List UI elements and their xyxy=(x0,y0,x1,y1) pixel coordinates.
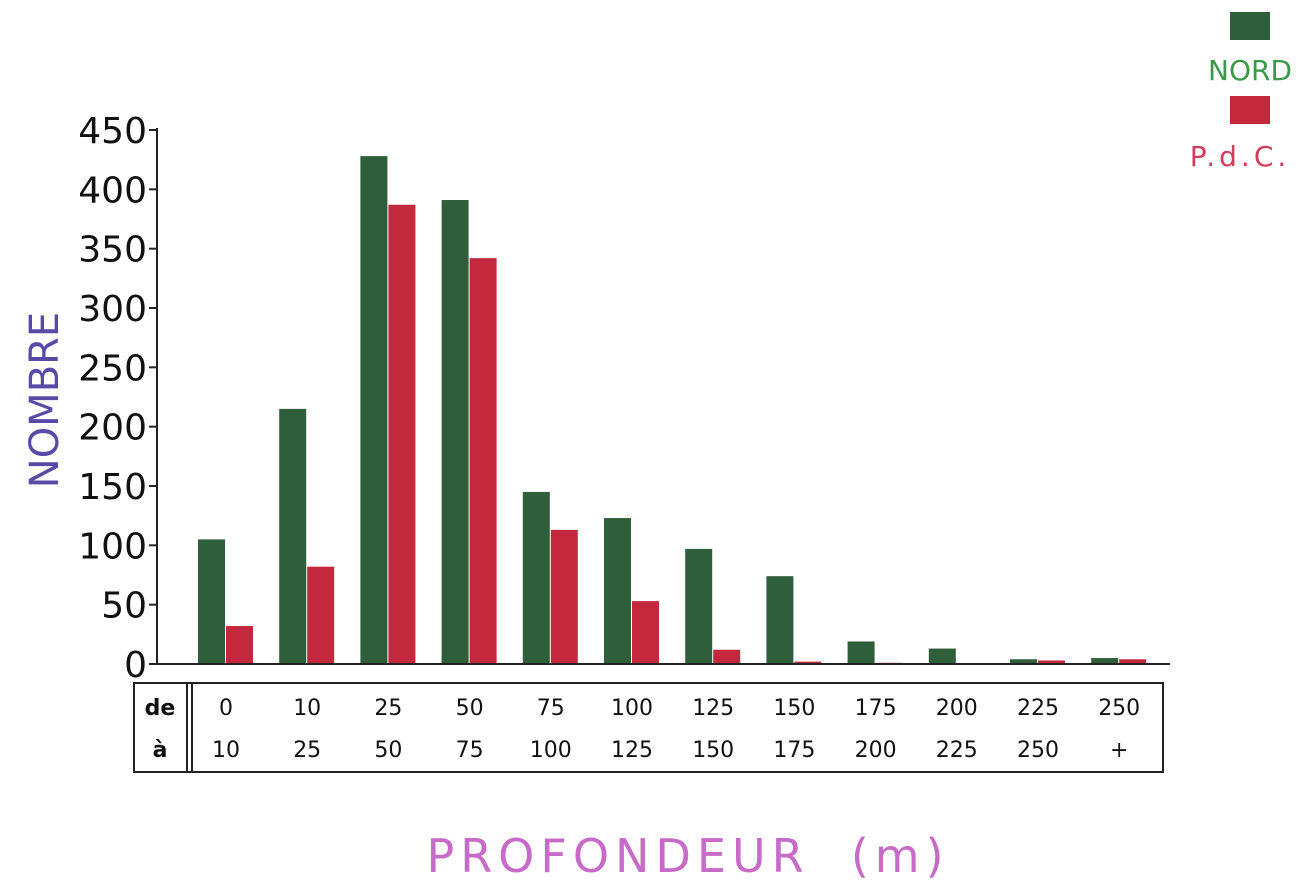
table-cell-to: 150 xyxy=(692,738,734,763)
bar-nord-175-200 xyxy=(847,641,875,664)
bar-pdc-10-25 xyxy=(307,566,335,664)
bar-pdc-25-50 xyxy=(388,204,416,664)
table-cell-to: 25 xyxy=(293,738,321,763)
bar-pdc-0-10 xyxy=(226,626,253,664)
bar-pdc-50-75 xyxy=(469,258,497,664)
table-cell-from: 10 xyxy=(293,696,321,721)
bar-pdc-100-125 xyxy=(632,601,659,664)
bar-nord-200-225 xyxy=(928,648,956,664)
bar-pdc-125-150 xyxy=(713,649,741,664)
table-cell-from: 0 xyxy=(219,696,233,721)
table-cell-to: 50 xyxy=(374,738,402,763)
legend: NORD P.d.C. xyxy=(1190,12,1292,173)
y-tick-label: 350 xyxy=(78,230,147,271)
legend-label-nord: NORD xyxy=(1208,54,1292,87)
table-cell-to: 125 xyxy=(611,738,653,763)
bar-pdc-75-100 xyxy=(550,529,578,664)
table-cell-to: 200 xyxy=(855,738,897,763)
legend-swatch-pdc xyxy=(1230,96,1270,124)
table-cell-to: 10 xyxy=(212,738,240,763)
table-cell-to: 225 xyxy=(936,738,978,763)
table-cell-from: 150 xyxy=(773,696,815,721)
y-tick-label: 450 xyxy=(78,111,147,152)
bar-pdc-225-250 xyxy=(1038,660,1065,664)
table-cell-to: 250 xyxy=(1017,738,1059,763)
table-cell-from: 200 xyxy=(936,696,978,721)
table-cell-to: 175 xyxy=(773,738,815,763)
bar-nord-75-100 xyxy=(522,491,550,664)
y-tick-label: 150 xyxy=(78,467,147,508)
legend-label-pdc: P.d.C. xyxy=(1190,140,1291,173)
bar-nord-150-175 xyxy=(766,576,794,664)
y-tick-label: 300 xyxy=(78,289,147,330)
bar-nord-25-50 xyxy=(360,156,388,664)
x-axis-label: PROFONDEUR (m) xyxy=(426,829,949,883)
y-tick-label: 100 xyxy=(78,526,147,567)
bar-nord-250-+ xyxy=(1091,658,1119,664)
table-row-label-to: à xyxy=(153,738,168,763)
bars xyxy=(198,156,1147,664)
y-tick-label: 200 xyxy=(78,408,147,449)
bar-nord-225-250 xyxy=(1010,659,1037,664)
legend-swatch-nord xyxy=(1230,12,1270,40)
bar-nord-125-150 xyxy=(685,548,713,664)
table-border xyxy=(133,682,1164,773)
table-cell-from: 175 xyxy=(855,696,897,721)
y-tick-label: 400 xyxy=(78,170,147,211)
bar-pdc-250-+ xyxy=(1119,659,1147,664)
table-cell-from: 50 xyxy=(456,696,484,721)
bar-nord-10-25 xyxy=(279,408,307,664)
bar-nord-0-10 xyxy=(198,539,225,664)
table-cell-to: 100 xyxy=(530,738,572,763)
table-row-label-from: de xyxy=(145,696,176,721)
bar-pdc-150-175 xyxy=(794,661,822,664)
bar-nord-50-75 xyxy=(441,200,469,664)
y-axis-label: NOMBRE xyxy=(22,312,68,488)
bar-nord-100-125 xyxy=(604,518,631,664)
table-cell-from: 225 xyxy=(1017,696,1059,721)
y-axis: 0 50 100 150 200 250 300 350 400 450 xyxy=(78,111,158,686)
y-tick-label: 50 xyxy=(101,586,147,627)
table-cell-from: 75 xyxy=(537,696,565,721)
table-cell-to: + xyxy=(1110,738,1128,763)
table-cell-from: 125 xyxy=(692,696,734,721)
table-cell-from: 100 xyxy=(611,696,653,721)
table-cell-to: 75 xyxy=(456,738,484,763)
y-tick-label: 0 xyxy=(124,645,147,686)
table-cell-from: 25 xyxy=(374,696,402,721)
y-tick-label: 250 xyxy=(78,348,147,389)
table-cell-from: 250 xyxy=(1098,696,1140,721)
depth-range-table: de à 0 10 10 25 25 50 50 75 75 100 100 125 125 150 150 17… xyxy=(133,682,1164,773)
